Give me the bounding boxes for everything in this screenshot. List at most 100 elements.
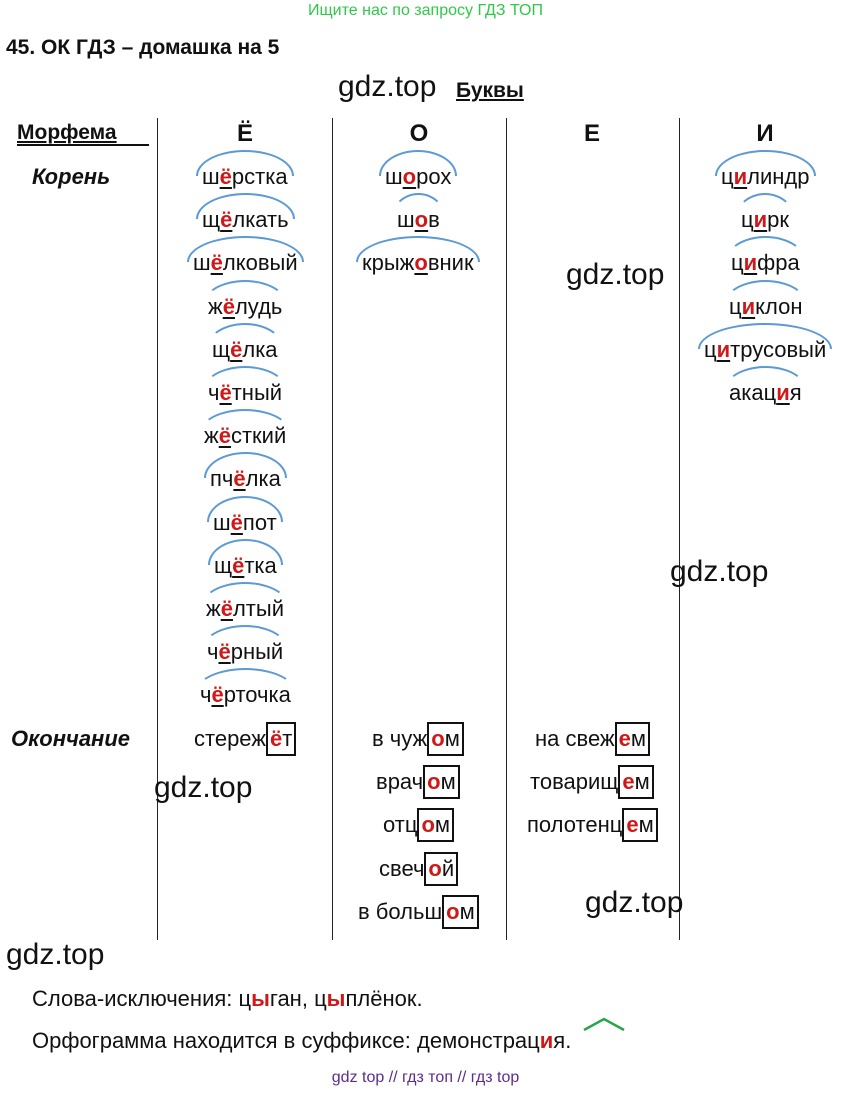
column-header-e: Е — [583, 120, 600, 147]
watermark: gdz.top — [670, 555, 769, 588]
root-arc-icon — [200, 582, 290, 608]
root-word: пчёлка — [204, 452, 287, 492]
section-title: Буквы — [456, 79, 524, 102]
root-word: щёлка — [206, 322, 284, 363]
ending-vowel-highlight: о — [421, 812, 435, 838]
ending-vowel-highlight: о — [431, 726, 445, 751]
ending-word: врач ом — [376, 765, 460, 800]
ending-box: ом — [423, 765, 460, 800]
root-word: чётный — [202, 366, 289, 406]
ending-vowel-highlight: о — [446, 898, 460, 924]
root-arc-icon — [194, 668, 297, 694]
ending-vowel-highlight: о — [428, 855, 442, 881]
root-arc-icon — [206, 322, 284, 349]
exceptions-label: Слова-исключения: — [32, 986, 239, 1011]
word-part: м — [434, 812, 451, 838]
root-word: циклон — [723, 279, 809, 320]
ending-box: ом — [417, 808, 455, 843]
root-word: шорох — [379, 150, 458, 190]
word-part: полотенц — [527, 812, 623, 838]
root-word: жёлудь — [202, 279, 289, 320]
ending-word: полотенц ем — [527, 808, 658, 843]
root-arc-icon — [208, 538, 283, 565]
root-word: чёрный — [201, 625, 290, 665]
word-part: в больш — [358, 898, 443, 924]
root-word: щёлкать — [196, 193, 295, 233]
ending-box: ёт — [266, 722, 297, 756]
root-word: жёсткий — [198, 409, 293, 449]
root-word: шов — [391, 193, 446, 233]
root-arc-icon — [202, 279, 289, 306]
root-arc-icon — [379, 150, 458, 176]
ending-word: отц ом — [383, 808, 455, 843]
root-word: акация — [723, 366, 808, 406]
root-arc-icon — [723, 366, 808, 392]
root-arc-icon — [207, 495, 283, 522]
morpheme-header: Морфема — [17, 121, 117, 144]
top-search-hint: Ищите нас по запросу ГДЗ ТОП — [308, 2, 543, 19]
column-header-o: О — [409, 120, 429, 147]
exception-word-part: ц — [314, 986, 327, 1011]
root-word: крыжовник — [356, 236, 480, 276]
row-label-root: Корень — [32, 164, 111, 189]
row-label-ending: Окончание — [11, 726, 131, 751]
exception-highlight: ы — [326, 986, 346, 1011]
suffix-word-part: демонстрац — [417, 1028, 540, 1053]
ending-box: ой — [424, 851, 459, 886]
column-divider — [679, 118, 680, 940]
word-part: м — [444, 726, 460, 751]
root-arc-icon — [187, 236, 304, 263]
root-word: цилиндр — [715, 150, 816, 190]
word-part: товарищ — [530, 769, 619, 795]
ending-vowel-highlight: е — [618, 726, 631, 751]
root-arc-icon — [201, 625, 290, 651]
task-title: 45. ОК ГДЗ – домашка на 5 — [6, 36, 280, 59]
ending-word: на свеж ем — [535, 722, 651, 756]
suffix-note-label: Орфограмма находится в суффиксе: — [32, 1028, 418, 1053]
morpheme-header-rule — [17, 144, 149, 146]
root-arc-icon — [715, 150, 816, 176]
word-part: в чуж — [372, 726, 428, 751]
footer-links: gdz top // гдз топ // гдз top — [331, 1069, 520, 1086]
suffix-note: Орфограмма находится в суффиксе: демонст… — [32, 1028, 571, 1054]
ending-word: в чуж ом — [372, 722, 464, 756]
root-word: шёпот — [207, 495, 283, 536]
ending-box: ем — [614, 722, 651, 756]
root-word: щётка — [208, 538, 283, 579]
column-divider — [332, 118, 333, 940]
ending-word: стереж ёт — [194, 722, 297, 756]
ending-word: товарищ ем — [530, 765, 654, 800]
root-arc-icon — [196, 193, 295, 220]
word-part: я — [789, 380, 802, 405]
root-word: жёлтый — [200, 582, 290, 622]
exception-word-part: плёнок. — [345, 986, 423, 1011]
word-part: врач — [376, 769, 424, 795]
ending-vowel-highlight: ё — [270, 726, 283, 751]
word-part: свеч — [379, 855, 425, 881]
ending-vowel-highlight: е — [622, 769, 635, 795]
root-arc-icon — [698, 322, 833, 349]
root-word: цирк — [735, 193, 796, 233]
root-arc-icon — [735, 193, 796, 219]
column-header-i: И — [756, 120, 774, 147]
root-arc-icon — [198, 409, 293, 435]
root-word: цифра — [725, 236, 806, 276]
ending-box: ом — [442, 894, 479, 929]
exceptions-note: Слова-исключения: цыган, цыплёнок. — [32, 986, 423, 1012]
suffix-mark-icon — [583, 1017, 625, 1031]
root-word: цитрусовый — [698, 322, 833, 363]
word-part: м — [440, 769, 456, 795]
root-arc-icon — [391, 193, 446, 219]
exception-highlight: ы — [251, 986, 270, 1011]
watermark: gdz.top — [585, 886, 684, 919]
column-header-yo: Ё — [236, 120, 254, 147]
word-part: й — [441, 855, 455, 881]
ending-word: свеч ой — [379, 851, 459, 886]
word-part: в — [428, 207, 440, 233]
word-part: м — [630, 726, 647, 751]
ending-word: в больш ом — [358, 894, 479, 929]
word-part: отц — [383, 812, 418, 838]
root-arc-icon — [725, 236, 806, 262]
root-word: чёрточка — [194, 668, 297, 708]
watermark: gdz.top — [566, 258, 665, 291]
